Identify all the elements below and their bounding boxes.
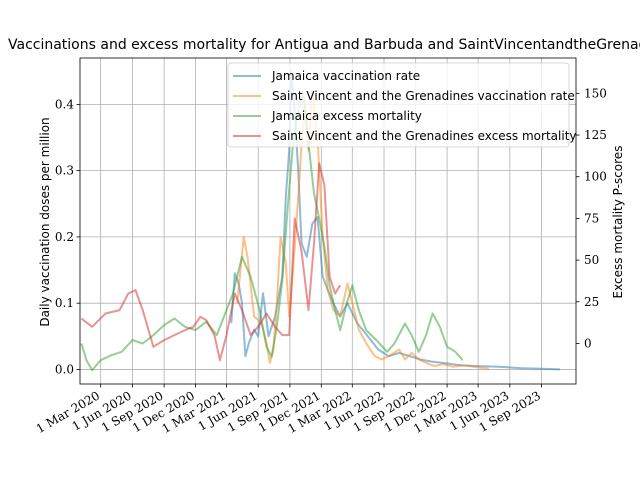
y-right-tick-label: 25 <box>584 295 599 309</box>
legend: Jamaica vaccination rate Saint Vincent an… <box>227 62 577 148</box>
legend-label: Jamaica excess mortality <box>271 109 422 123</box>
y-right-axis-ticks: 0 25 50 75 100 125 150 <box>576 86 607 350</box>
series-line-saint-vincent-and-the-grenadines-excess-mortality <box>80 162 342 362</box>
y-right-tick-label: 0 <box>584 336 592 350</box>
y-right-tick-label: 150 <box>584 86 607 100</box>
y-left-tick-label: 0.2 <box>55 230 74 244</box>
legend-box <box>227 62 570 148</box>
legend-label: Saint Vincent and the Grenadines vaccina… <box>272 89 575 103</box>
y-right-tick-label: 125 <box>584 128 607 142</box>
chart-title: Vaccinations and excess mortality for An… <box>8 37 640 53</box>
y-left-tick-label: 0.0 <box>55 362 74 376</box>
legend-label: Saint Vincent and the Grenadines excess … <box>272 129 577 143</box>
y-left-axis-label: Daily vaccination doses per million <box>38 117 52 326</box>
y-left-tick-label: 0.3 <box>55 164 74 178</box>
y-right-axis-label: Excess mortality P-scores <box>611 146 625 299</box>
series-line-jamaica-vaccination-rate <box>230 70 561 371</box>
y-right-tick-label: 50 <box>584 253 599 267</box>
plot-series <box>80 70 561 372</box>
plot-frame <box>79 57 577 385</box>
y-left-tick-label: 0.1 <box>55 296 74 310</box>
y-left-axis-ticks: 0.0 0.1 0.2 0.3 0.4 <box>55 97 80 376</box>
y-right-tick-label: 100 <box>584 170 607 184</box>
legend-label: Jamaica vaccination rate <box>271 69 420 83</box>
y-right-tick-label: 75 <box>584 211 599 225</box>
y-left-tick-label: 0.4 <box>55 97 74 111</box>
